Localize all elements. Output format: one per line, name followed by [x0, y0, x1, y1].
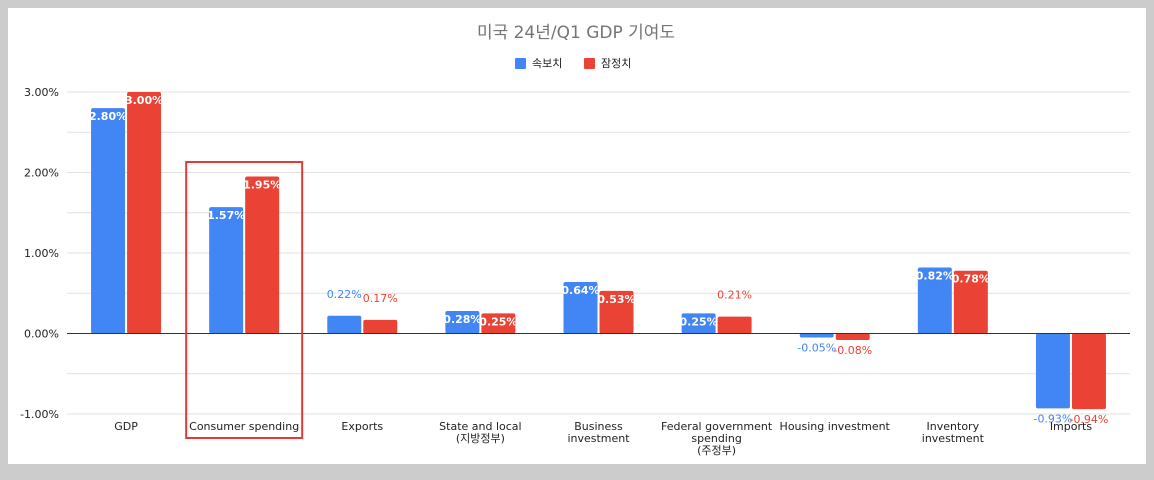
data-label: 1.95% — [243, 179, 281, 192]
legend-swatch-preliminary — [515, 58, 526, 69]
data-labels: 2.80%3.00%1.57%1.95%0.22% 0.17%0.28%0.25%… — [89, 94, 1108, 426]
bar — [917, 267, 952, 334]
legend-label-revised: 잠정치 — [601, 57, 631, 70]
category-label: Consumer spending — [189, 420, 299, 433]
y-tick-label: 3.00% — [24, 86, 59, 99]
gridlines — [67, 91, 1130, 415]
data-label: -0.93% — [1033, 412, 1072, 425]
highlight-box — [185, 161, 304, 439]
y-tick-label: 2.00% — [24, 167, 59, 180]
bar — [245, 176, 280, 334]
bar — [127, 92, 162, 334]
bar — [835, 333, 870, 340]
y-axis-tick-labels: 3.00% 2.00% 1.00% 0.00% -1.00% — [20, 86, 59, 421]
bar — [681, 313, 716, 334]
data-label: -0.05% — [797, 342, 836, 355]
category-label: Business investment — [567, 420, 630, 445]
data-label: 0.64% — [561, 284, 599, 297]
category-label: State and local (지방정부) — [439, 420, 521, 445]
bar — [799, 333, 834, 338]
data-label: 0.28% — [443, 313, 481, 326]
category-label: Exports — [341, 420, 383, 433]
data-label: 0.17% — [363, 292, 398, 305]
data-label: -0.08% — [833, 344, 872, 357]
bar — [563, 281, 598, 334]
category-label: Housing investment — [780, 420, 891, 433]
chart-frame: 미국 24년/Q1 GDP 기여도 속보치 잠정치 3.00% 2.00% 1.00… — [8, 8, 1146, 464]
bar — [481, 313, 516, 334]
category-label: Imports — [1050, 420, 1093, 433]
x-axis-category-labels: GDP Consumer spending Exports State and loc… — [114, 420, 1092, 457]
data-label: 2.80% — [89, 110, 127, 123]
data-label: 1.57% — [207, 209, 245, 222]
category-label: GDP — [114, 420, 138, 433]
y-tick-label: -1.00% — [20, 408, 59, 421]
bar — [717, 316, 752, 334]
data-label: 0.22% — [327, 288, 362, 301]
bars — [91, 92, 1106, 410]
gdp-contribution-chart: 미국 24년/Q1 GDP 기여도 속보치 잠정치 3.00% 2.00% 1.00… — [20, 23, 1130, 457]
category-label: Federal government spending (주정부) — [661, 420, 773, 457]
data-label: 3.00% — [125, 94, 163, 107]
bar — [327, 315, 362, 334]
data-label: 0.53% — [597, 293, 635, 306]
chart-title: 미국 24년/Q1 GDP 기여도 — [477, 23, 675, 43]
data-label: -0.94% — [1069, 413, 1108, 426]
data-label: 0.82% — [916, 269, 954, 282]
y-tick-label: 0.00% — [24, 328, 59, 341]
bar — [599, 290, 634, 334]
bar — [363, 319, 398, 334]
bar — [445, 310, 480, 334]
legend-label-preliminary: 속보치 — [532, 57, 562, 70]
data-label: 0.78% — [952, 273, 990, 286]
bar — [1071, 333, 1106, 410]
legend: 속보치 잠정치 — [515, 57, 631, 70]
bar — [91, 108, 126, 334]
bar — [1035, 333, 1070, 409]
category-label: Inventory investment — [922, 420, 985, 445]
legend-swatch-revised — [584, 58, 595, 69]
bar — [953, 270, 988, 334]
data-label: 0.25% — [479, 315, 517, 328]
y-tick-label: 1.00% — [24, 247, 59, 260]
data-label: 0.21% — [717, 289, 752, 302]
bar — [209, 207, 244, 334]
data-label: 0.25% — [680, 315, 718, 328]
